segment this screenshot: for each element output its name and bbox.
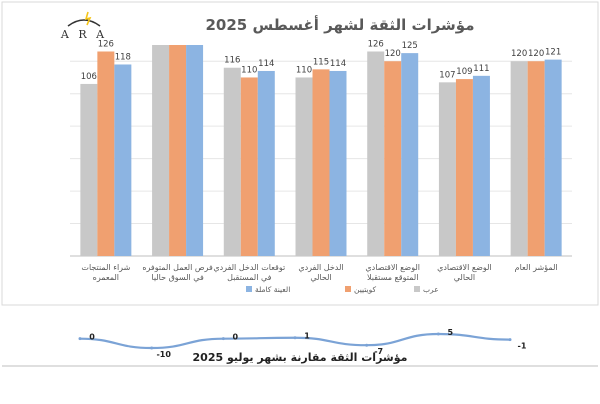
bar (455, 79, 473, 256)
category-label: الوضع الاقتصادي المتوقع مستقبلا (365, 263, 420, 282)
bar (367, 51, 385, 256)
bar (329, 70, 347, 256)
bar-data-label: 109 (456, 67, 472, 77)
bar (80, 83, 98, 256)
line-data-label: -7 (374, 347, 383, 356)
category-label-line: فرص العمل المتوفره (142, 263, 213, 272)
category-label: فرص العمل المتوفره في السوق حاليا (142, 263, 213, 282)
category-label: الدخل الفردي الحالي (298, 263, 343, 282)
category-label: شراء المنتجات المعمره (81, 263, 130, 282)
legend-label: عرب (423, 285, 439, 294)
line-point (293, 336, 297, 340)
bar (97, 51, 115, 256)
line-data-label: -1 (518, 342, 527, 351)
bar-data-label: 114 (258, 59, 274, 69)
category-label-line: المعمره (93, 273, 119, 282)
bar-data-label: 125 (402, 41, 418, 51)
legend-swatch (414, 286, 420, 292)
category-label-line: الحالي (310, 273, 331, 282)
bar (401, 53, 419, 256)
category-label-line: المؤشر العام (515, 263, 558, 272)
category-label: توقعات الدخل الفردي في المستقبل (213, 263, 285, 282)
comparison-title: مؤشرات الثقة مقارنة بشهر يوليو 2025 (193, 351, 408, 364)
bar (169, 45, 187, 256)
logo-bolt-icon (84, 11, 92, 26)
bar (223, 67, 241, 256)
legend-label: كويتيين (354, 285, 376, 294)
bar (186, 45, 204, 256)
line-point (221, 337, 225, 341)
bar (312, 69, 330, 256)
bar-data-label: 110 (241, 65, 257, 75)
category-label-line: المتوقع مستقبلا (367, 273, 419, 282)
bar (257, 70, 275, 256)
line-data-label: 1 (304, 332, 310, 341)
bar (472, 75, 490, 256)
category-label-line: في السوق حاليا (151, 273, 204, 282)
category-label: المؤشر العام (515, 263, 558, 272)
line-data-label: 0 (89, 333, 95, 342)
bar-data-label: 120 (385, 49, 401, 59)
bar (438, 82, 456, 256)
bar-data-label: 106 (81, 72, 97, 82)
line-point (365, 343, 369, 347)
bar (295, 77, 313, 256)
chart-title: مؤشرات الثقة لشهر أغسطس 2025 (205, 15, 474, 34)
category-label: الوضع الاقتصادي الحالي (437, 263, 492, 282)
line-point (78, 337, 82, 341)
legend-item: العينة كاملة (246, 285, 290, 294)
bar (510, 61, 528, 256)
bar-data-label: 110 (296, 65, 312, 75)
bar-data-label: 120 (528, 49, 544, 59)
legend-item: عرب (414, 285, 439, 294)
category-label-line: الدخل الفردي (298, 263, 343, 272)
bar (527, 61, 545, 256)
bar (240, 77, 258, 256)
line-data-label: -10 (156, 350, 171, 359)
category-label-line: شراء المنتجات (81, 263, 130, 272)
bar-data-label: 118 (115, 52, 131, 62)
line-point (508, 338, 512, 342)
bar-data-label: 121 (545, 48, 561, 58)
legend-label: العينة كاملة (255, 285, 290, 294)
line-point (150, 346, 154, 350)
logo-text: A R A (60, 28, 107, 41)
bar-data-label: 115 (313, 57, 329, 67)
bar-data-label: 120 (511, 49, 527, 59)
comparison-line-chart: 0 -10 0 1 -7 5 -1 (78, 328, 527, 359)
category-label-line: الوضع الاقتصادي (365, 263, 420, 272)
comparison-line (79, 332, 511, 350)
bar-data-label: 126 (98, 39, 114, 49)
bar (544, 59, 562, 256)
line-data-label: 0 (233, 333, 239, 342)
line-point (436, 332, 440, 336)
bar-data-label: 114 (330, 59, 346, 69)
category-label-line: في المستقبل (227, 273, 272, 282)
legend-item: كويتيين (345, 285, 376, 294)
bar-data-label: 107 (439, 70, 455, 80)
bar (384, 61, 402, 256)
bar (152, 45, 170, 256)
category-label-line: الحالي (454, 273, 475, 282)
legend: العينة كاملة كويتيين عرب (246, 285, 439, 294)
category-label-line: توقعات الدخل الفردي (213, 263, 285, 272)
legend-swatch (246, 286, 252, 292)
category-label-line: الوضع الاقتصادي (437, 263, 492, 272)
bar-data-label: 126 (368, 39, 384, 49)
ara-logo: A R A (60, 11, 107, 41)
logo-arc (67, 19, 101, 27)
bar-data-label: 111 (473, 64, 489, 74)
bar (114, 64, 132, 256)
legend-swatch (345, 286, 351, 292)
bar-data-label: 116 (224, 56, 240, 66)
bars (80, 45, 562, 256)
line-data-label: 5 (448, 328, 454, 337)
